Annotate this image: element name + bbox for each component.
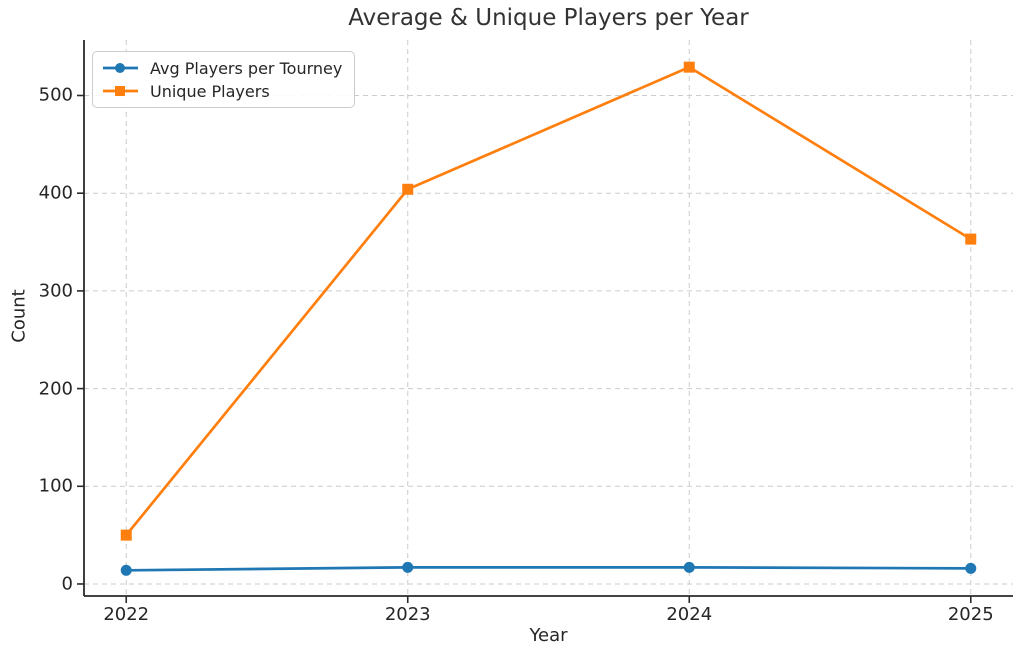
legend-label-unique-players: Unique Players xyxy=(150,81,270,101)
legend-item-unique-players: Unique Players xyxy=(102,80,342,102)
legend-marker-square-icon xyxy=(103,86,138,96)
data-point-circle xyxy=(965,562,977,574)
x-tick-label: 2025 xyxy=(947,604,994,625)
data-point-square xyxy=(683,61,695,73)
y-tick-label: 100 xyxy=(38,475,73,497)
y-tick-label: 200 xyxy=(38,378,73,400)
legend: Avg Players per Tourney Unique Players xyxy=(92,51,356,108)
data-point-circle xyxy=(402,561,414,573)
y-axis-label: Count xyxy=(8,289,30,343)
x-axis-label: Year xyxy=(529,625,568,646)
y-tick-label: 0 xyxy=(61,573,73,595)
data-point-square xyxy=(965,233,977,245)
y-tick-label: 500 xyxy=(38,84,73,106)
x-tick-label: 2024 xyxy=(666,604,713,625)
data-point-circle xyxy=(120,564,132,576)
data-point-circle xyxy=(683,561,695,573)
x-tick-label: 2023 xyxy=(384,604,431,625)
y-tick-label: 400 xyxy=(38,182,73,204)
x-tick-label: 2022 xyxy=(103,604,150,625)
legend-marker-circle-icon xyxy=(103,63,138,73)
data-point-square xyxy=(120,529,132,541)
y-tick-label: 300 xyxy=(38,280,73,302)
legend-label-avg-players: Avg Players per Tourney xyxy=(150,58,343,78)
data-point-square xyxy=(402,183,414,195)
chart-title: Average & Unique Players per Year xyxy=(348,5,749,31)
series-line-0 xyxy=(126,566,971,572)
legend-item-avg-players: Avg Players per Tourney xyxy=(102,57,342,79)
series-line-1 xyxy=(125,65,972,536)
